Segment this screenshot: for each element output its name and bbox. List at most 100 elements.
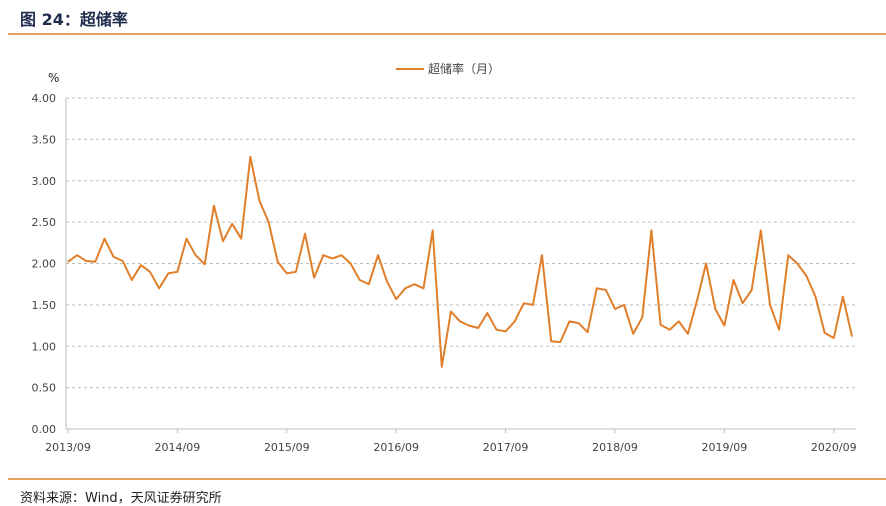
data-point [623, 304, 625, 306]
data-point [122, 260, 124, 262]
data-point [550, 340, 552, 342]
data-point [185, 238, 188, 240]
data-point [213, 204, 215, 207]
data-point [131, 279, 133, 281]
data-point [805, 275, 808, 277]
data-point [632, 333, 634, 335]
data-point [851, 335, 853, 337]
data-point [277, 261, 279, 263]
data-point [504, 330, 507, 332]
data-point [650, 229, 653, 231]
data-point [659, 324, 662, 326]
data-point [404, 287, 406, 289]
data-point [678, 320, 680, 323]
data-point [787, 254, 789, 256]
data-point [732, 279, 735, 281]
data-point [350, 262, 352, 265]
data-point [814, 296, 817, 298]
data-point [477, 327, 479, 329]
data-point [842, 296, 844, 298]
data-point [696, 300, 698, 302]
data-point [723, 324, 725, 327]
y-tick-label: 1.00 [32, 340, 57, 353]
data-point [824, 332, 826, 334]
data-point [94, 261, 96, 263]
x-tick-label: 2016/09 [373, 441, 419, 454]
data-point [541, 254, 543, 256]
data-point [778, 329, 780, 331]
y-tick-label: 3.50 [32, 133, 57, 146]
y-axis-unit: % [48, 71, 59, 85]
x-tick-label: 2014/09 [155, 441, 201, 454]
data-point [176, 271, 178, 273]
data-point [760, 229, 762, 231]
data-point [340, 254, 343, 256]
data-point [833, 337, 835, 339]
data-point [359, 279, 361, 281]
data-point [167, 272, 169, 275]
data-point [295, 271, 297, 273]
top-divider [8, 33, 886, 35]
data-point [796, 262, 798, 265]
series-line-excess-reserve-ratio [67, 155, 853, 368]
data-point [559, 341, 561, 343]
data-point [568, 320, 570, 323]
bottom-divider [8, 478, 886, 480]
data-point [523, 302, 525, 304]
data-point [112, 256, 115, 258]
data-point [587, 331, 589, 333]
x-tick-label: 2018/09 [592, 441, 638, 454]
data-point [432, 229, 434, 231]
data-point [249, 156, 251, 158]
data-point [322, 254, 324, 256]
y-tick-label: 2.50 [32, 216, 57, 229]
data-point [605, 289, 607, 291]
data-point [742, 302, 744, 304]
data-point [158, 287, 160, 289]
data-point [313, 276, 315, 279]
data-point [240, 238, 242, 240]
x-tick-label: 2015/09 [264, 441, 310, 454]
data-point [669, 329, 671, 331]
data-point [614, 308, 616, 310]
y-tick-label: 3.00 [32, 175, 57, 188]
data-point [231, 223, 233, 225]
data-point [67, 261, 69, 263]
data-point [514, 320, 516, 323]
data-point [714, 308, 716, 310]
y-tick-label: 2.00 [32, 258, 57, 271]
data-point [368, 283, 370, 285]
data-point [103, 238, 106, 240]
data-point [76, 254, 78, 256]
page-title: 图 24：超储率 [20, 10, 128, 29]
chart-legend: 超储率（月） [396, 61, 500, 76]
data-point [386, 281, 388, 283]
y-tick-label: 0.00 [32, 423, 57, 436]
line-chart: % 超储率（月） 0.00 0.50 1.00 1.50 2.00 2.50 3.00 3.5… [32, 61, 857, 454]
legend-label: 超储率（月） [428, 61, 500, 76]
data-point [331, 257, 333, 260]
x-tick-label: 2017/09 [483, 441, 529, 454]
data-point [149, 271, 151, 273]
data-point [751, 289, 753, 291]
source-note: 资料来源：Wind，天风证券研究所 [20, 491, 222, 506]
data-point [395, 298, 397, 300]
y-tick-label: 1.50 [32, 299, 57, 312]
x-tick-label: 2013/09 [45, 441, 91, 454]
data-point [422, 287, 425, 289]
y-tick-label: 4.00 [32, 92, 57, 105]
y-tick-label: 0.50 [32, 382, 57, 395]
data-point [705, 262, 707, 265]
data-point [468, 324, 470, 327]
data-point [377, 254, 379, 256]
data-point [413, 283, 416, 285]
data-point [195, 254, 197, 256]
data-point [532, 304, 534, 306]
data-point [596, 287, 598, 289]
data-point [286, 272, 288, 275]
data-point [204, 263, 206, 265]
data-point [687, 333, 689, 335]
data-point [769, 304, 771, 306]
data-point [140, 264, 142, 266]
data-point [267, 221, 270, 223]
